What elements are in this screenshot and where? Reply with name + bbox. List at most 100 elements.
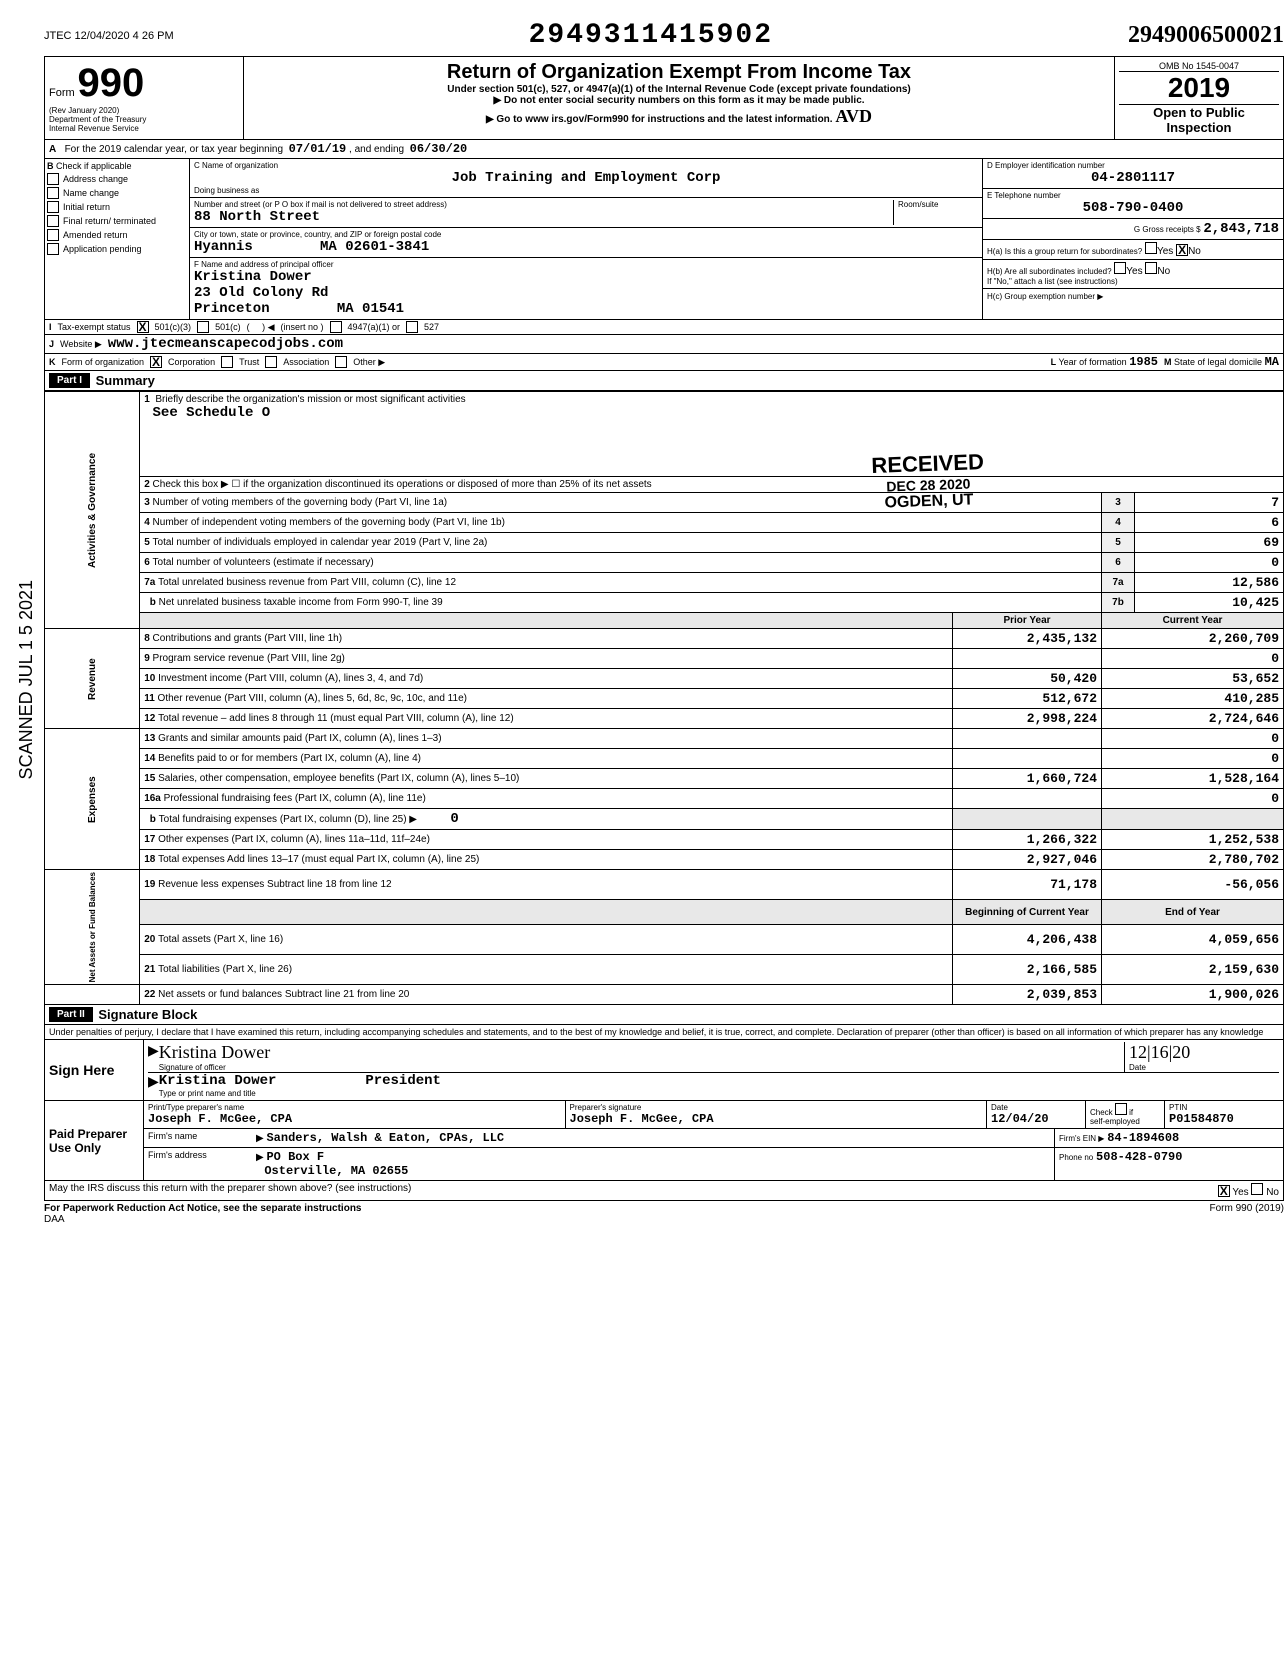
sig-date: 12|16|20: [1129, 1042, 1190, 1062]
line7a-value: 12,586: [1135, 573, 1284, 593]
line20-curr: 4,059,656: [1102, 924, 1284, 954]
checkbox-501c3[interactable]: X: [137, 321, 149, 333]
line8-prior: 2,435,132: [953, 629, 1102, 649]
checkbox-application-pending[interactable]: [47, 243, 59, 255]
summary-table: Activities & Governance 1 Briefly descri…: [44, 391, 1284, 1005]
vert-netassets: Net Assets or Fund Balances: [45, 870, 140, 985]
checkbox-initial-return[interactable]: [47, 201, 59, 213]
signature-block: Under penalties of perjury, I declare th…: [44, 1025, 1284, 1201]
checkbox-corporation[interactable]: X: [150, 356, 162, 368]
line18-curr: 2,780,702: [1102, 850, 1284, 870]
open-to-public: Open to Public: [1119, 104, 1279, 120]
line11-prior: 512,672: [953, 689, 1102, 709]
part-2-header: Part II Signature Block: [44, 1005, 1284, 1025]
form-subtitle-2: ▶ Do not enter social security numbers o…: [248, 95, 1110, 106]
paid-preparer-label: Paid Preparer Use Only: [45, 1101, 144, 1180]
sign-here-label: Sign Here: [45, 1040, 144, 1100]
line21-curr: 2,159,630: [1102, 955, 1284, 985]
discuss-question: May the IRS discuss this return with the…: [49, 1183, 411, 1198]
line10-curr: 53,652: [1102, 669, 1284, 689]
penalty-statement: Under penalties of perjury, I declare th…: [45, 1025, 1283, 1040]
checkbox-amended[interactable]: [47, 229, 59, 241]
org-city: Hyannis: [194, 239, 253, 255]
vert-expenses: Expenses: [45, 729, 140, 870]
officer-typed-name: Kristina Dower: [159, 1073, 277, 1089]
line9-prior: [953, 649, 1102, 669]
section-bcd: B Check if applicable Address change Nam…: [44, 159, 1284, 320]
line14-prior: [953, 749, 1102, 769]
checkbox-4947[interactable]: [330, 321, 342, 333]
ptin-value: P01584870: [1169, 1112, 1234, 1126]
website-value: www.jtecmeanscapecodjobs.com: [108, 336, 343, 352]
phone-value: 508-790-0400: [987, 200, 1279, 216]
checkbox-hb-no[interactable]: [1145, 262, 1157, 274]
line14-curr: 0: [1102, 749, 1284, 769]
column-c-org-info: C Name of organization Job Training and …: [190, 159, 982, 319]
checkbox-ha-yes[interactable]: [1145, 242, 1157, 254]
checkbox-name-change[interactable]: [47, 187, 59, 199]
line16a-prior: [953, 789, 1102, 809]
line20-prior: 4,206,438: [953, 924, 1102, 954]
form-number: 990: [77, 61, 144, 105]
line21-prior: 2,166,585: [953, 955, 1102, 985]
firm-phone: 508-428-0790: [1096, 1150, 1182, 1164]
line16b-inline: 0: [450, 811, 458, 827]
mission-value: See Schedule O: [153, 405, 271, 421]
checkbox-hb-yes[interactable]: [1114, 262, 1126, 274]
officer-title: President: [365, 1073, 441, 1089]
form-header: Form 990 (Rev January 2020) Department o…: [44, 56, 1284, 140]
checkbox-final-return[interactable]: [47, 215, 59, 227]
checkbox-self-employed[interactable]: [1115, 1103, 1127, 1115]
line16a-curr: 0: [1102, 789, 1284, 809]
officer-signature: Kristina Dower: [159, 1042, 270, 1062]
line15-curr: 1,528,164: [1102, 769, 1284, 789]
document-number: 2949311415902: [529, 20, 773, 51]
checkbox-527[interactable]: [406, 321, 418, 333]
column-b-checkboxes: B Check if applicable Address change Nam…: [45, 159, 190, 319]
org-name: Job Training and Employment Corp: [194, 170, 978, 186]
line18-prior: 2,927,046: [953, 850, 1102, 870]
form-rev: (Rev January 2020): [49, 106, 239, 115]
firm-addr2: Osterville, MA 02655: [264, 1164, 408, 1178]
vert-activities: Activities & Governance: [45, 392, 140, 629]
line9-curr: 0: [1102, 649, 1284, 669]
state-domicile: MA: [1265, 355, 1279, 369]
officer-address: 23 Old Colony Rd: [194, 285, 978, 301]
line15-prior: 1,660,724: [953, 769, 1102, 789]
checkbox-other[interactable]: [335, 356, 347, 368]
checkbox-trust[interactable]: [221, 356, 233, 368]
checkbox-association[interactable]: [265, 356, 277, 368]
line10-prior: 50,420: [953, 669, 1102, 689]
firm-name: Sanders, Walsh & Eaton, CPAs, LLC: [266, 1131, 504, 1145]
checkbox-501c[interactable]: [197, 321, 209, 333]
top-header: JTEC 12/04/2020 4 26 PM 2949311415902 29…: [44, 20, 1284, 51]
checkbox-address-change[interactable]: [47, 173, 59, 185]
vert-revenue: Revenue: [45, 629, 140, 729]
org-state-zip: MA 02601-3841: [320, 239, 429, 255]
preparer-signature: Joseph F. McGee, CPA: [570, 1112, 714, 1126]
line12-prior: 2,998,224: [953, 709, 1102, 729]
line22-prior: 2,039,853: [953, 985, 1102, 1005]
officer-state: MA 01541: [337, 301, 404, 317]
officer-city: Princeton: [194, 301, 270, 317]
inspection-label: Inspection: [1119, 120, 1279, 135]
line11-curr: 410,285: [1102, 689, 1284, 709]
irs-label: Internal Revenue Service: [49, 124, 239, 133]
scanned-stamp-vertical: SCANNED JUL 1 5 2021: [16, 580, 37, 779]
line13-curr: 0: [1102, 729, 1284, 749]
line22-curr: 1,900,026: [1102, 985, 1284, 1005]
year-formation: 1985: [1129, 355, 1158, 369]
form-title: Return of Organization Exempt From Incom…: [248, 61, 1110, 84]
checkbox-discuss-yes[interactable]: X: [1218, 1185, 1230, 1197]
line7b-value: 10,425: [1135, 593, 1284, 613]
gross-receipts: 2,843,718: [1203, 221, 1279, 237]
column-d-ein: D Employer identification number 04-2801…: [982, 159, 1283, 319]
checkbox-ha-no[interactable]: X: [1176, 244, 1188, 256]
timestamp: JTEC 12/04/2020 4 26 PM: [44, 30, 174, 42]
checkbox-discuss-no[interactable]: [1251, 1183, 1263, 1195]
line5-value: 69: [1135, 533, 1284, 553]
line6-value: 0: [1135, 553, 1284, 573]
line19-curr: -56,056: [1102, 870, 1284, 900]
preparer-date: 12/04/20: [991, 1112, 1049, 1126]
section-ijk: I Tax-exempt status X501(c)(3) 501(c) ( …: [44, 320, 1284, 371]
